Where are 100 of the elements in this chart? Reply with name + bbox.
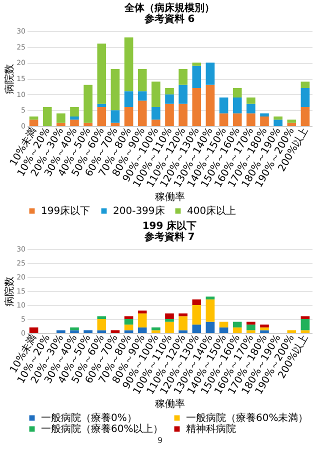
bar (110, 110, 120, 123)
bar (152, 107, 160, 120)
bar (152, 330, 160, 333)
bar (84, 84, 92, 123)
bar (165, 94, 174, 104)
bar (206, 62, 215, 85)
bar (219, 322, 228, 328)
bar (178, 313, 188, 316)
bar (260, 116, 269, 126)
bar (274, 120, 282, 126)
bar (124, 37, 134, 92)
bar (206, 84, 215, 126)
bar (124, 319, 134, 325)
bar (29, 120, 38, 126)
bar (206, 322, 215, 333)
bar (97, 44, 106, 104)
bar (70, 330, 79, 333)
bar (97, 107, 106, 126)
bar (56, 330, 66, 333)
bar (124, 91, 134, 107)
bar (29, 116, 38, 120)
bar (232, 322, 242, 328)
bar (110, 330, 120, 333)
bar (274, 116, 282, 120)
bar (192, 324, 202, 333)
bar (232, 113, 242, 126)
bar (300, 88, 310, 107)
bar (206, 296, 215, 300)
bar (165, 88, 174, 94)
bar (138, 69, 147, 92)
bar (287, 120, 296, 123)
bar (246, 98, 256, 104)
bar (56, 122, 66, 126)
legend-label: 一般病院（療養0%） (41, 412, 137, 424)
bar (178, 330, 188, 333)
bar (246, 104, 256, 114)
bar (138, 100, 147, 126)
bar (178, 84, 188, 104)
bar (287, 122, 296, 126)
x-axis-title: 稼働率 (155, 191, 185, 204)
bar (97, 104, 106, 107)
bar (178, 316, 188, 330)
bar (124, 316, 134, 319)
bar (124, 107, 134, 126)
bar (42, 107, 52, 126)
bar (192, 66, 202, 88)
bar (138, 327, 147, 333)
bar (192, 305, 202, 325)
bar (97, 319, 106, 330)
bar (246, 113, 256, 126)
bar (97, 316, 106, 319)
bar (124, 330, 134, 333)
legend-label: 200-399床 (113, 205, 165, 217)
bar (260, 324, 269, 328)
bar (152, 82, 160, 107)
bar (260, 330, 269, 333)
bar (70, 120, 79, 126)
bar (219, 113, 228, 126)
bar (192, 88, 202, 126)
x-axis-title: 稼働率 (155, 398, 185, 410)
bar (206, 299, 215, 322)
bar (165, 322, 174, 333)
bar (300, 107, 310, 126)
chart-title: 199 床以下 (142, 220, 197, 232)
y-axis-title: 病院数 (4, 64, 16, 94)
bar (246, 330, 256, 333)
bar (138, 310, 147, 314)
legend-label: 精神科病院 (186, 423, 236, 435)
bar (232, 88, 242, 98)
bar (152, 327, 160, 330)
bar (165, 319, 174, 322)
legend-label: 199床以下 (41, 205, 90, 217)
bar (165, 104, 174, 126)
bar (260, 113, 269, 116)
bar (152, 120, 160, 126)
bar (219, 327, 228, 333)
legend-label: 400床以上 (187, 205, 236, 217)
legend-label: 一般病院（療養60%以上） (41, 423, 164, 435)
y-axis-title: 病院数 (4, 276, 16, 306)
bar (138, 313, 147, 328)
bar (56, 113, 66, 123)
bar (70, 116, 79, 120)
legend-label: 一般病院（療養60%未満） (186, 412, 308, 424)
bar (84, 122, 92, 126)
text: 9 (156, 436, 164, 445)
bar (110, 69, 120, 110)
bar (246, 324, 256, 330)
chart-title: 全体（病床規模別） (124, 2, 214, 14)
bar (192, 62, 202, 66)
bar (165, 313, 174, 319)
chart-subtitle: 参考資料 7 (143, 231, 195, 243)
bar (84, 330, 92, 333)
bar (138, 91, 147, 101)
bar (70, 327, 79, 330)
bar (29, 327, 38, 333)
bar (300, 82, 310, 88)
bar (70, 107, 79, 116)
bar (260, 327, 269, 330)
bar (124, 324, 134, 330)
bar (300, 330, 310, 333)
